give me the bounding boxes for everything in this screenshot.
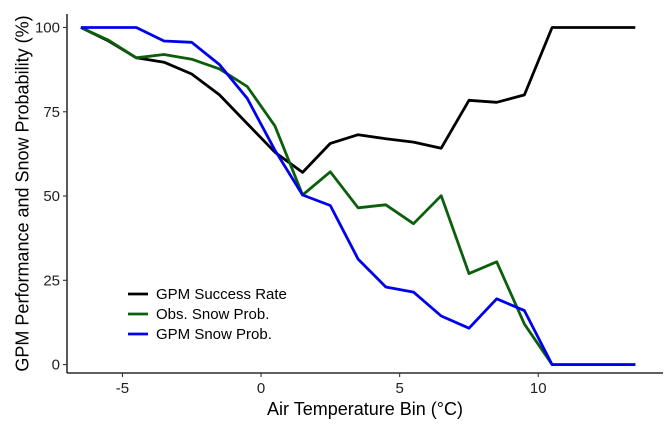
y-tick-label: 75 xyxy=(43,104,60,121)
y-tick-label: 100 xyxy=(35,19,60,36)
y-tick-label: 25 xyxy=(43,272,60,289)
legend-item: GPM Snow Prob. xyxy=(128,326,272,343)
x-axis-title: Air Temperature Bin (°C) xyxy=(267,399,463,419)
axes xyxy=(66,14,663,374)
x-tick-label: 10 xyxy=(530,380,547,397)
legend: GPM Success Rate Obs. Snow Prob. GPM Snow … xyxy=(128,286,287,343)
x-tick-label: 5 xyxy=(395,380,403,397)
x-tick-label: -5 xyxy=(116,380,129,397)
legend-item: GPM Success Rate xyxy=(128,286,287,303)
legend-label: GPM Snow Prob. xyxy=(156,326,272,343)
series-line-gpm-success-rate xyxy=(80,26,636,174)
series-line-gpm-snow-prob xyxy=(80,26,636,367)
y-axis-title: GPM Performance and Snow Probability (%) xyxy=(12,15,32,371)
y-tick-label: 0 xyxy=(52,357,60,374)
legend-label: GPM Success Rate xyxy=(156,286,287,303)
legend-item: Obs. Snow Prob. xyxy=(128,306,269,323)
x-tick-label: 0 xyxy=(257,380,265,397)
legend-label: Obs. Snow Prob. xyxy=(156,306,269,323)
series-line-obs-snow-prob xyxy=(80,26,636,367)
series-lines xyxy=(80,26,636,367)
y-tick-label: 50 xyxy=(43,188,60,205)
